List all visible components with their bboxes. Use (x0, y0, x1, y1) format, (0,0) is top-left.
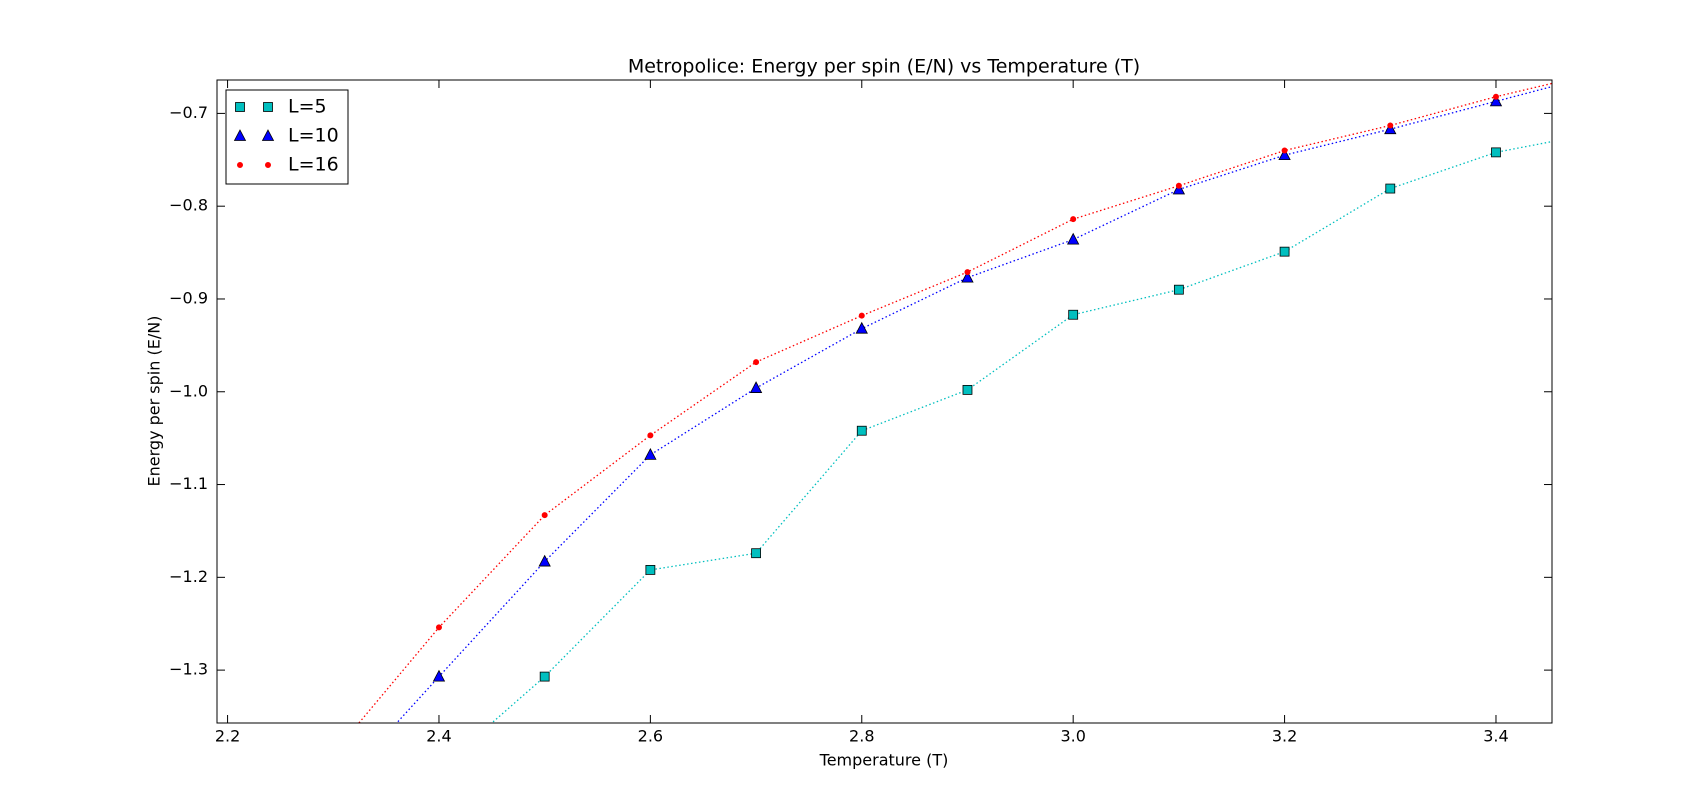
marker (237, 162, 243, 168)
legend-box (225, 89, 349, 185)
x-tick-label: 2.4 (426, 727, 451, 746)
x-tick-label: 2.6 (638, 727, 663, 746)
y-tick-label: −0.7 (169, 103, 208, 122)
marker (265, 162, 271, 168)
marker (1489, 94, 1503, 107)
marker (1175, 182, 1182, 189)
marker (1278, 148, 1291, 161)
marker (1070, 216, 1077, 223)
marker (1387, 122, 1394, 129)
series-line (358, 82, 1552, 723)
marker (432, 669, 446, 682)
marker (1068, 309, 1079, 320)
marker (1173, 284, 1184, 295)
marker (962, 385, 973, 395)
marker (435, 624, 442, 631)
marker (858, 312, 865, 319)
legend: L=5 L=10 L=16 (225, 89, 349, 185)
marker (749, 381, 763, 393)
marker (1067, 232, 1080, 245)
marker (539, 671, 550, 682)
marker (751, 548, 761, 559)
y-tick-label: −1.0 (169, 381, 208, 400)
marker (541, 512, 548, 519)
y-tick-label: −1.1 (169, 474, 208, 493)
marker (1279, 246, 1290, 257)
marker (1491, 147, 1501, 158)
marker (647, 432, 654, 439)
marker (1281, 147, 1288, 154)
legend-label: L=10 (288, 125, 339, 147)
marker (1597, 127, 1606, 136)
marker (1385, 183, 1396, 194)
marker (644, 447, 657, 460)
x-tick-label: 3.0 (1060, 727, 1085, 746)
legend-label: L=16 (288, 154, 339, 176)
marker (856, 425, 867, 436)
marker (964, 269, 971, 276)
marker (263, 102, 273, 112)
y-tick-label: −0.9 (169, 288, 208, 307)
marker (1599, 69, 1604, 74)
x-tick-label: 3.4 (1483, 727, 1508, 746)
x-tick-label: 3.2 (1272, 727, 1297, 746)
plot-frame (216, 79, 1553, 724)
y-axis-label: Energy per spin (E/N) (145, 316, 164, 487)
marker (235, 102, 245, 112)
marker (1596, 68, 1607, 79)
x-axis-label: Temperature (T) (819, 751, 949, 770)
x-tick-label: 2.2 (215, 727, 240, 746)
legend-label: L=5 (288, 96, 327, 118)
marker (261, 129, 275, 141)
y-tick-label: −0.8 (169, 196, 208, 215)
marker (645, 565, 656, 575)
plot-area (328, 68, 1607, 795)
marker (855, 321, 868, 334)
x-tick-label: 2.8 (849, 727, 874, 746)
marker (328, 787, 339, 795)
marker (538, 554, 551, 567)
y-tick-label: −1.2 (169, 567, 208, 586)
marker (753, 359, 760, 366)
series-line (490, 140, 1552, 723)
marker (233, 129, 247, 141)
marker (331, 751, 336, 756)
marker (961, 270, 974, 283)
marker (1492, 93, 1499, 100)
marker (434, 765, 443, 774)
chart-title: Metropolice: Energy per spin (E/N) vs Te… (628, 56, 1140, 78)
y-tick-label: −1.3 (169, 660, 208, 679)
